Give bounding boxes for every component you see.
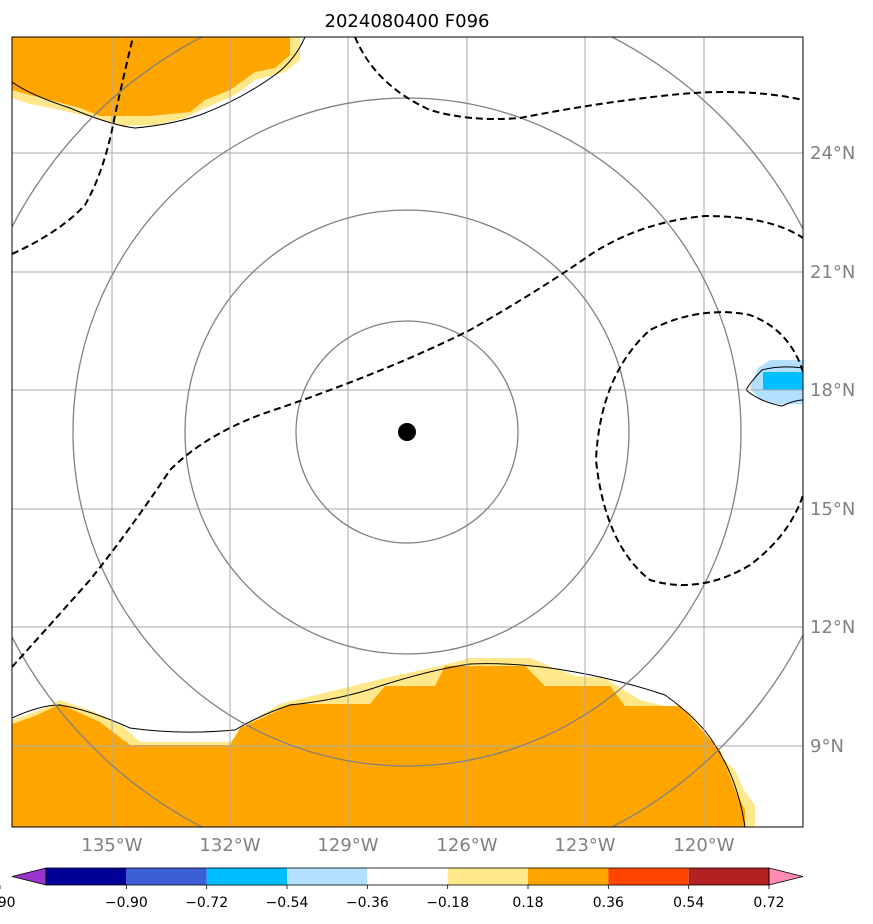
lat-tick-labels: 24°N 21°N 18°N 15°N 12°N 9°N	[810, 143, 855, 757]
map-panel	[12, 37, 803, 827]
colorbar-segments	[11, 867, 804, 886]
anomaly-outline-south	[12, 663, 746, 827]
positive-anomaly-region-northwest	[12, 37, 290, 116]
lat-tick-label: 24°N	[810, 143, 855, 164]
colorbar-tick-label: −0.18	[426, 895, 469, 911]
colorbar-tick-label: 0.54	[673, 895, 704, 911]
colorbar-segment	[688, 868, 769, 885]
lon-gridlines	[111, 37, 705, 827]
colorbar-tick-label: −0.54	[266, 895, 309, 911]
colorbar-segment	[447, 868, 528, 885]
colorbar-segment	[11, 867, 47, 886]
dashed-contour-north	[354, 37, 803, 120]
colorbar-segment	[126, 868, 207, 885]
colorbar-segment	[287, 868, 368, 885]
colorbar-tick-label: 0.72	[753, 895, 784, 911]
lon-tick-label: 129°W	[317, 835, 378, 856]
anomaly-outline-northwest	[12, 37, 306, 129]
dashed-contour-east-loop	[594, 311, 803, 586]
figure-title: 2024080400 F096	[325, 11, 490, 32]
colorbar-segment	[608, 868, 689, 885]
dashed-contours	[12, 37, 803, 668]
colorbar-tick-label: 0.36	[593, 895, 624, 911]
lat-gridlines	[12, 152, 803, 747]
lat-tick-label: 9°N	[810, 736, 844, 757]
lat-tick-label: 12°N	[810, 617, 855, 638]
colorbar-segment	[528, 868, 609, 885]
lon-tick-label: 120°W	[673, 835, 734, 856]
range-ring-1	[295, 320, 519, 544]
range-ring-2	[184, 209, 630, 655]
lon-tick-label: 135°W	[81, 835, 142, 856]
map-frame	[11, 36, 804, 828]
colorbar-segment	[46, 868, 127, 885]
colorbar-tick-label: −0.36	[346, 895, 389, 911]
negative-anomaly-region-east	[763, 372, 803, 390]
lat-tick-label: 18°N	[810, 380, 855, 401]
colorbar-segment	[768, 867, 804, 886]
lon-tick-label: 123°W	[554, 835, 615, 856]
lat-tick-label: 21°N	[810, 262, 855, 283]
lon-tick-labels: 135°W 132°W 129°W 126°W 123°W 120°W	[81, 835, 734, 856]
dashed-contour-diagonal	[12, 214, 803, 668]
colorbar: −0.90 −0.72 −0.54 −0.36 −0.18 0.18 0.36 0.54 0.7…	[0, 867, 804, 911]
lat-tick-label: 15°N	[810, 499, 855, 520]
colorbar-segment	[367, 868, 448, 885]
colorbar-tick-label: −0.90	[105, 895, 148, 911]
dashed-contour-northwest	[12, 37, 134, 255]
colorbar-labels: −0.90 −0.72 −0.54 −0.36 −0.18 0.18 0.36 0.54 0.7…	[0, 885, 785, 911]
colorbar-segment	[206, 868, 287, 885]
lon-tick-label: 132°W	[199, 835, 260, 856]
colorbar-frame	[45, 867, 770, 886]
storm-center-marker	[398, 423, 416, 441]
lon-tick-label: 126°W	[436, 835, 497, 856]
colorbar-tick-label: 0.90	[0, 895, 16, 911]
colorbar-tick-label: −0.72	[185, 895, 228, 911]
colorbar-tick-label: 0.18	[512, 895, 543, 911]
